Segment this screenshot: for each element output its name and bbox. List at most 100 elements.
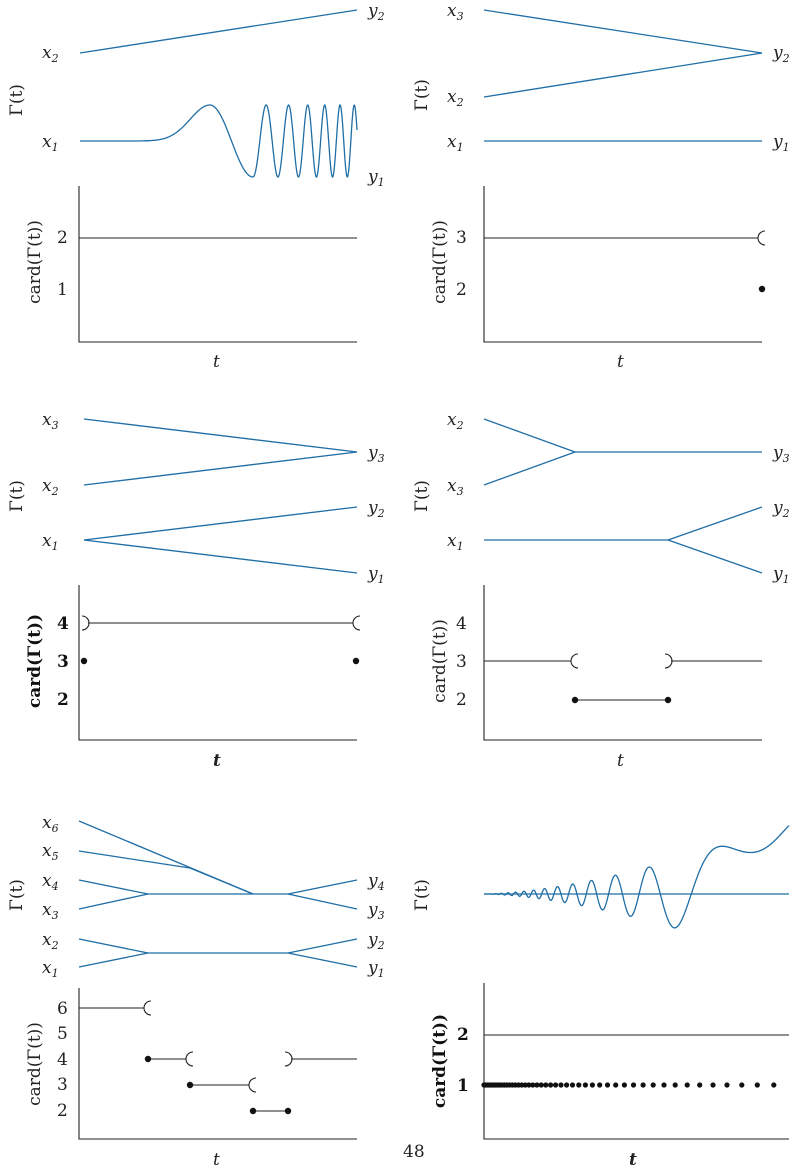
curve-x2	[78, 938, 149, 954]
closed-endpoint-4	[144, 1055, 152, 1063]
y1-label: y1	[772, 564, 790, 586]
panel-5-gamma: Γ(t) x6 x5 x4 x3 x2 x1 y4 y3 y2 y1	[7, 813, 385, 980]
curve-x1	[78, 952, 149, 968]
level-1-dot	[621, 1082, 628, 1088]
level-1-dot	[522, 1082, 528, 1088]
card-tick-1: 1	[457, 1076, 469, 1096]
curve-x2-y2	[79, 9, 358, 54]
t-axis-label: t	[617, 352, 624, 372]
level-1-dot	[771, 1082, 777, 1088]
open-endpoint-left	[81, 615, 90, 631]
curve-x1-y1	[80, 103, 358, 179]
curve-x1-y2	[83, 506, 358, 541]
card-tick-4: 4	[57, 614, 69, 634]
y3-label: y3	[367, 900, 385, 922]
level-1-dot	[661, 1082, 667, 1088]
panel-2-gamma: Γ(t) x3 x2 x1 y2 y1	[412, 1, 790, 154]
curve-lower-y2	[287, 938, 358, 954]
closed-endpoint-right	[352, 657, 360, 665]
x3-label: x3	[42, 900, 59, 922]
y4-label: y4	[367, 871, 385, 893]
level-1-dot	[526, 1082, 532, 1088]
closed-endpoint	[758, 285, 766, 293]
card-axis-label: card(Γ(t))	[25, 220, 45, 304]
panel-5: Γ(t) x6 x5 x4 x3 x2 x1 y4 y3 y2 y1	[7, 813, 385, 1170]
open-endpoint-3	[248, 1077, 257, 1093]
curve-x2-y2	[483, 52, 763, 98]
curve-x3-merge	[483, 451, 576, 486]
level-1-dot	[630, 1082, 637, 1088]
card-tick-3: 3	[456, 652, 467, 672]
level-1-dot	[530, 1082, 536, 1088]
y2-label: y2	[772, 43, 790, 65]
card-tick-2: 2	[456, 690, 467, 710]
panel-6-gamma: Γ(t)	[412, 825, 790, 929]
panel-4: Γ(t) x2 x3 x1 y3 y2 y1 card(Γ(t)) 4 3 2	[412, 410, 790, 771]
curve-x5-join	[189, 867, 254, 895]
gamma-axis-label: Γ(t)	[412, 480, 432, 512]
card-tick-3: 3	[57, 652, 69, 672]
panel-1-card: card(Γ(t)) 2 1 t	[25, 186, 357, 372]
level-1-dot	[576, 1082, 582, 1088]
card-axis-label: card(Γ(t))	[25, 614, 45, 708]
level-1-dot	[589, 1082, 596, 1088]
level-1-dot	[534, 1082, 540, 1088]
x4-label: x4	[42, 871, 59, 893]
y3-label: y3	[772, 443, 790, 465]
curve-split-y2	[667, 506, 763, 541]
open-endpoint-6	[143, 1000, 152, 1016]
card-level-1-dots	[481, 1082, 777, 1088]
level-1-dot	[650, 1082, 656, 1088]
card-axes	[483, 186, 762, 343]
x3-label: x3	[42, 410, 59, 432]
card-tick-6: 6	[57, 999, 68, 1019]
page-number: 48	[403, 1142, 425, 1162]
panel-3-gamma: Γ(t) x3 x2 x1 y3 y2 y1	[7, 410, 385, 586]
closed-endpoint-left	[80, 657, 88, 665]
open-endpoint-4-right	[284, 1051, 293, 1067]
open-endpoint	[757, 230, 766, 246]
y1-label: y1	[367, 564, 385, 586]
level-1-dot	[754, 1082, 760, 1088]
curve-x4	[78, 879, 149, 895]
card-tick-2: 2	[456, 280, 467, 300]
y2-label: y2	[772, 498, 790, 520]
curve-split-y1	[667, 539, 763, 574]
t-axis-label: t	[213, 352, 220, 372]
card-tick-1: 1	[57, 280, 68, 300]
card-axis-label: card(Γ(t))	[430, 220, 450, 304]
curve-x2-y3	[83, 451, 358, 486]
curve-oscillating	[484, 825, 790, 929]
card-axis-label: card(Γ(t))	[430, 1014, 450, 1108]
panel-6: Γ(t) card(Γ(t)) 2 1 t	[412, 825, 790, 1170]
level-1-dot	[604, 1082, 611, 1088]
t-axis-label: t	[213, 1150, 220, 1170]
level-1-dot	[543, 1082, 549, 1088]
level-1-dot	[710, 1082, 716, 1088]
curve-x1-y1	[83, 539, 358, 574]
open-endpoint-left	[570, 653, 579, 669]
x3-label: x3	[447, 1, 464, 23]
card-tick-2: 2	[57, 690, 69, 710]
card-axes	[483, 983, 789, 1140]
card-tick-3: 3	[57, 1075, 68, 1095]
open-endpoint-right	[664, 653, 673, 669]
x2-label: x2	[42, 476, 59, 498]
curve-x3	[78, 893, 149, 910]
gamma-axis-label: Γ(t)	[7, 879, 27, 911]
y1-label: y1	[367, 958, 385, 980]
gamma-axis-label: Γ(t)	[412, 79, 432, 111]
closed-endpoint-2-left	[249, 1107, 257, 1115]
gamma-axis-label: Γ(t)	[412, 879, 432, 911]
curve-x3-y3	[83, 418, 358, 453]
t-axis-label: t	[213, 751, 221, 771]
level-1-dot	[640, 1082, 646, 1088]
card-tick-4: 4	[57, 1050, 68, 1070]
closed-endpoint-left	[571, 696, 579, 704]
level-1-dot	[739, 1082, 745, 1088]
level-1-dot	[548, 1082, 554, 1088]
level-1-dot	[697, 1082, 703, 1088]
panel-5-card: card(Γ(t)) 6 5 4 3 2 t	[25, 988, 357, 1170]
level-1-dot	[558, 1082, 564, 1088]
